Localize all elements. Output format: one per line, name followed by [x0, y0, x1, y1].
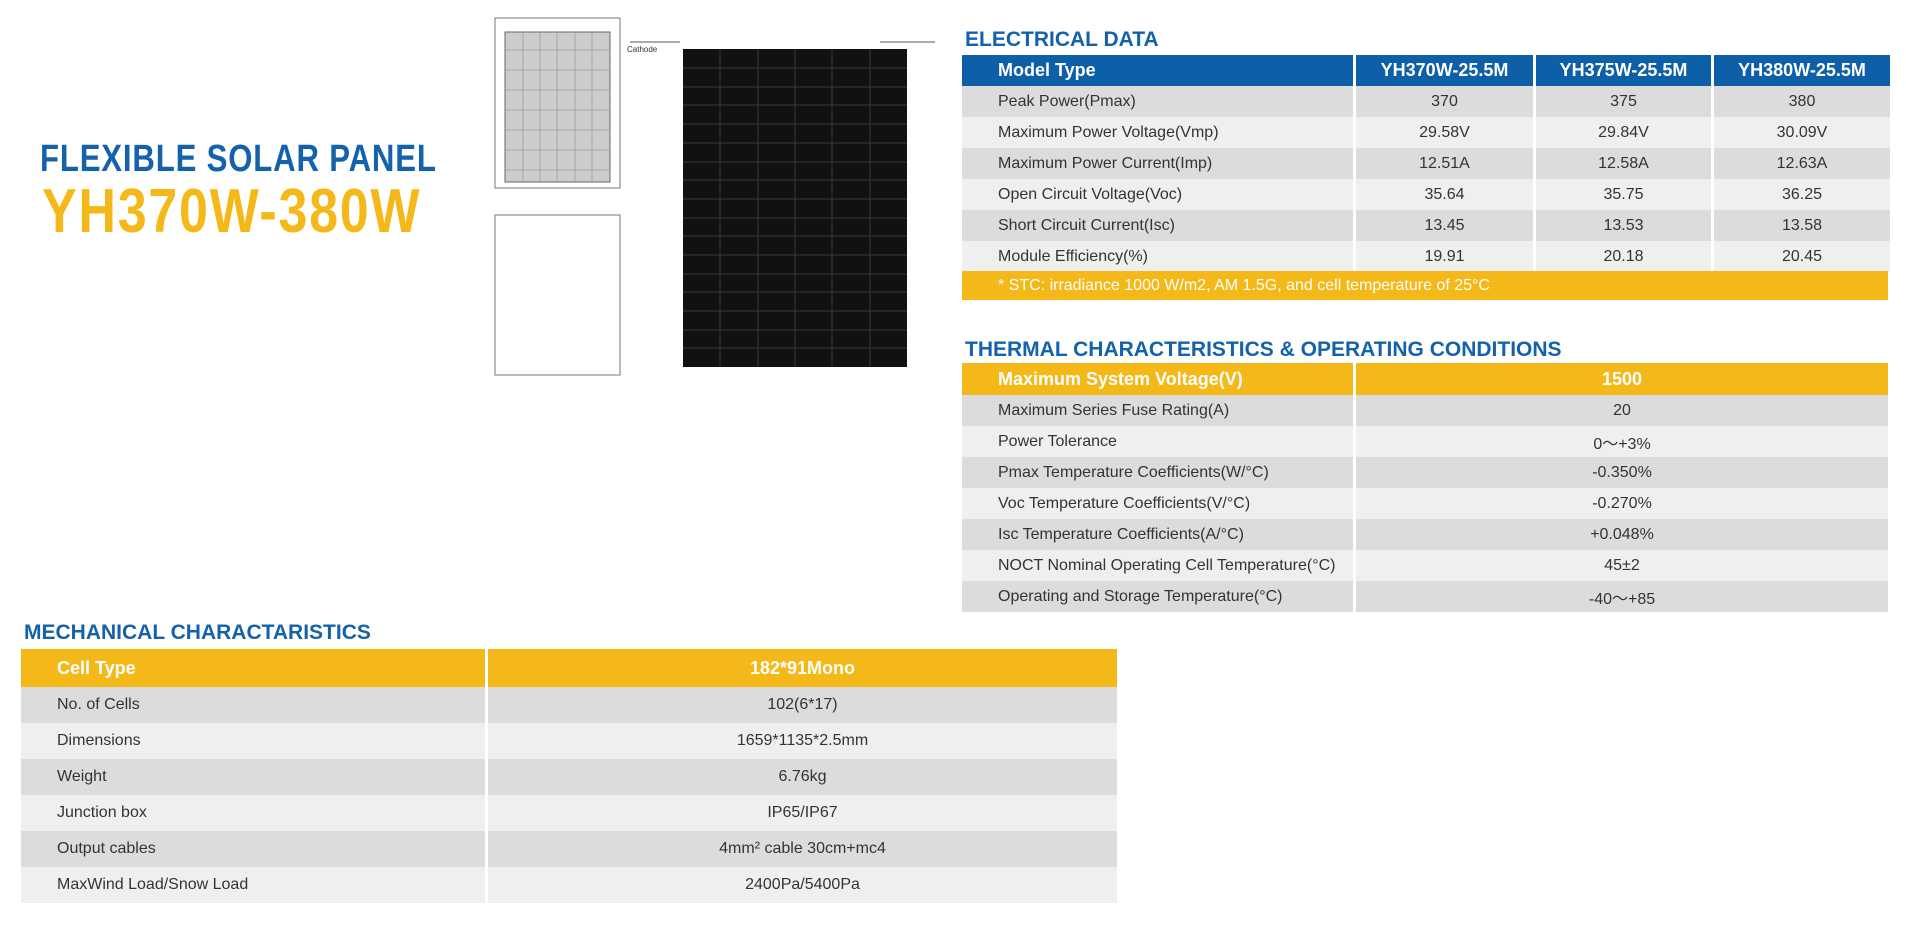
table-cell: Maximum Series Fuse Rating(A) — [962, 395, 1353, 426]
panel-drawing: Cathode — [494, 17, 935, 376]
table-cell: Maximum Power Voltage(Vmp) — [962, 117, 1353, 148]
table-cell: 6.76kg — [488, 759, 1117, 795]
section-title: MECHANICAL CHARACTARISTICS — [24, 621, 371, 644]
table-cell: Maximum System Voltage(V) — [962, 363, 1353, 395]
table-cell: IP65/IP67 — [488, 795, 1117, 831]
table-cell: Output cables — [21, 831, 485, 867]
table-cell: Voc Temperature Coefficients(V/°C) — [962, 488, 1353, 519]
table-row: Power Tolerance 0～+3% — [962, 426, 1888, 457]
table-cell: Model Type — [962, 55, 1353, 86]
table-cell: 20.18 — [1536, 241, 1711, 272]
table-cell: Junction box — [21, 795, 485, 831]
table-cell: Operating and Storage Temperature(°C) — [962, 581, 1353, 612]
table-cell: 45±2 — [1356, 550, 1888, 581]
table-cell: Pmax Temperature Coefficients(W/°C) — [962, 457, 1353, 488]
table-row: No. of Cells 102(6*17) — [21, 687, 1117, 723]
table-cell: 0～+3% — [1356, 426, 1888, 457]
table-row: Peak Power(Pmax) 370 375 380 — [962, 86, 1890, 117]
table-row: Isc Temperature Coefficients(A/°C) +0.048… — [962, 519, 1888, 550]
table-row: Short Circuit Current(Isc) 13.45 13.53 13.5… — [962, 210, 1890, 241]
table-cell: Weight — [21, 759, 485, 795]
table-cell: -0.270% — [1356, 488, 1888, 519]
table-cell: -0.350% — [1356, 457, 1888, 488]
table-cell: 13.45 — [1356, 210, 1533, 241]
table-cell: 12.51A — [1356, 148, 1533, 179]
table-row: Junction box IP65/IP67 — [21, 795, 1117, 831]
table-cell: 35.64 — [1356, 179, 1533, 210]
table-cell: No. of Cells — [21, 687, 485, 723]
table-cell: Module Efficiency(%) — [962, 241, 1353, 272]
table-cell: Dimensions — [21, 723, 485, 759]
table-cell: 20 — [1356, 395, 1888, 426]
table-cell: 375 — [1536, 86, 1711, 117]
table: Cell Type 182*91Mono No. of Cells 102(6*17)… — [18, 649, 1120, 903]
table-cell: YH380W-25.5M — [1714, 55, 1890, 86]
title-line1: FLEXIBLE SOLAR PANEL — [40, 138, 437, 180]
table-cell: 1659*1135*2.5mm — [488, 723, 1117, 759]
table-cell: Isc Temperature Coefficients(A/°C) — [962, 519, 1353, 550]
table-row: Weight 6.76kg — [21, 759, 1117, 795]
table-row: MaxWind Load/Snow Load 2400Pa/5400Pa — [21, 867, 1117, 903]
table-row: NOCT Nominal Operating Cell Temperature(… — [962, 550, 1888, 581]
table-cell: 19.91 — [1356, 241, 1533, 272]
table-cell: YH375W-25.5M — [1536, 55, 1711, 86]
table-cell: 380 — [1714, 86, 1890, 117]
table-cell: 4mm² cable 30cm+mc4 — [488, 831, 1117, 867]
table-cell: MaxWind Load/Snow Load — [21, 867, 485, 903]
table-cell: 13.53 — [1536, 210, 1711, 241]
table-cell: 1500 — [1356, 363, 1888, 395]
table-cell: Power Tolerance — [962, 426, 1353, 457]
table-cell: 12.63A — [1714, 148, 1890, 179]
table-row: Maximum Power Current(Imp) 12.51A 12.58A 12… — [962, 148, 1890, 179]
table-cell: +0.048% — [1356, 519, 1888, 550]
table-row: Module Efficiency(%) 19.91 20.18 20.45 — [962, 241, 1890, 272]
section-title: THERMAL CHARACTERISTICS & OPERATING COND… — [965, 338, 1562, 361]
table-cell: 20.45 — [1714, 241, 1890, 272]
table-cell: YH370W-25.5M — [1356, 55, 1533, 86]
diagram-label: Cathode — [627, 45, 658, 54]
table-row: Open Circuit Voltage(Voc) 35.64 35.75 36.25 — [962, 179, 1890, 210]
table-row: Maximum Series Fuse Rating(A) 20 — [962, 395, 1888, 426]
table-row: Voc Temperature Coefficients(V/°C) -0.270… — [962, 488, 1888, 519]
table-cell: 2400Pa/5400Pa — [488, 867, 1117, 903]
note: * STC: irradiance 1000 W/m2, AM 1.5G, an… — [962, 271, 1888, 300]
table-row: Pmax Temperature Coefficients(W/°C) -0.35… — [962, 457, 1888, 488]
table-row: Dimensions 1659*1135*2.5mm — [21, 723, 1117, 759]
table-row: Cell Type 182*91Mono — [21, 649, 1117, 687]
table-cell: Maximum Power Current(Imp) — [962, 148, 1353, 179]
table-cell: Open Circuit Voltage(Voc) — [962, 179, 1353, 210]
table-cell: 102(6*17) — [488, 687, 1117, 723]
table-row: Output cables 4mm² cable 30cm+mc4 — [21, 831, 1117, 867]
table-cell: -40～+85 — [1356, 581, 1888, 612]
table-cell: 29.84V — [1536, 117, 1711, 148]
table-cell: Peak Power(Pmax) — [962, 86, 1353, 117]
table-cell: NOCT Nominal Operating Cell Temperature(… — [962, 550, 1353, 581]
table-cell: Short Circuit Current(Isc) — [962, 210, 1353, 241]
table-cell: 12.58A — [1536, 148, 1711, 179]
table-cell: 35.75 — [1536, 179, 1711, 210]
table-cell: 182*91Mono — [488, 649, 1117, 687]
table-row: Maximum System Voltage(V) 1500 — [962, 363, 1888, 395]
table-cell: 30.09V — [1714, 117, 1890, 148]
table-cell: 370 — [1356, 86, 1533, 117]
table-row: Operating and Storage Temperature(°C) -40… — [962, 581, 1888, 612]
table-cell: 29.58V — [1356, 117, 1533, 148]
title-line2: YH370W-380W — [42, 177, 422, 246]
table-cell: Cell Type — [21, 649, 485, 687]
table-cell: 13.58 — [1714, 210, 1890, 241]
table-cell: 36.25 — [1714, 179, 1890, 210]
table-row: Maximum Power Voltage(Vmp) 29.58V 29.84V 30… — [962, 117, 1890, 148]
table-row: Model Type YH370W-25.5M YH375W-25.5M YH380W… — [962, 55, 1890, 86]
table: Maximum System Voltage(V) 1500 Maximum Ser… — [959, 363, 1891, 612]
section-title: ELECTRICAL DATA — [965, 28, 1159, 51]
table: Model Type YH370W-25.5M YH375W-25.5M YH380W… — [959, 55, 1893, 272]
